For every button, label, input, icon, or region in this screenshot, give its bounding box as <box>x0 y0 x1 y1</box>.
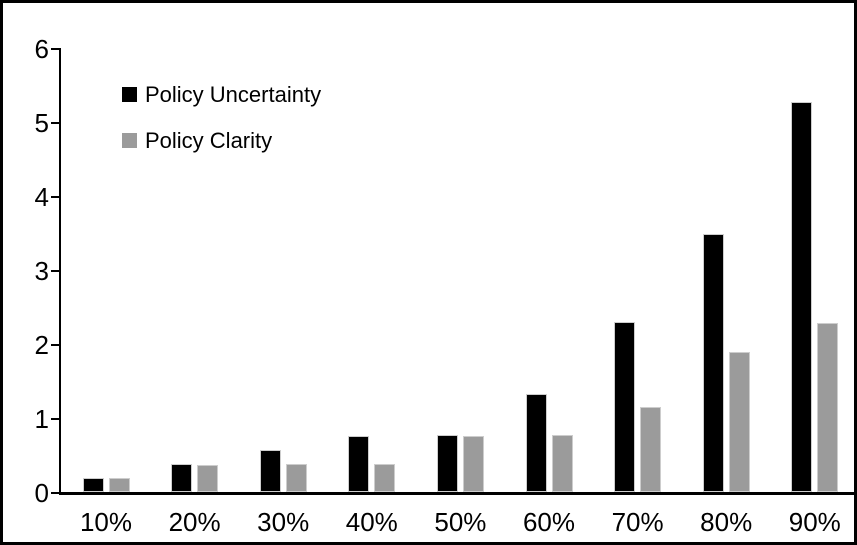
x-tick-label-70%: 70% <box>611 507 664 537</box>
bar-policy-clarity-90% <box>817 323 839 492</box>
bar-policy-uncertainty-50% <box>436 435 458 492</box>
bar-policy-uncertainty-30% <box>259 450 281 492</box>
x-tick-label-80%: 80% <box>700 507 753 537</box>
legend-item-policy-clarity: Policy Clarity <box>122 125 321 156</box>
x-tick-label-30%: 30% <box>257 507 310 537</box>
y-axis <box>59 48 61 495</box>
x-tick-label-10%: 10% <box>79 507 133 537</box>
y-tick-mark-6 <box>51 48 60 50</box>
x-tick-label-90%: 90% <box>788 507 841 537</box>
bar-policy-clarity-30% <box>285 464 307 492</box>
y-tick-mark-0 <box>51 492 60 494</box>
bar-policy-uncertainty-20% <box>171 464 193 492</box>
y-tick-label-5: 5 <box>34 108 49 138</box>
legend-label-policy-clarity: Policy Clarity <box>145 127 273 153</box>
bar-policy-uncertainty-90% <box>791 102 813 492</box>
bar-policy-uncertainty-40% <box>348 436 370 492</box>
y-tick-label-4: 4 <box>34 182 49 212</box>
bar-policy-clarity-70% <box>640 407 662 492</box>
x-tick-label-50%: 50% <box>434 507 487 537</box>
legend-item-policy-uncertainty: Policy Uncertainty <box>122 79 321 110</box>
y-tick-mark-1 <box>51 418 60 420</box>
y-tick-label-3: 3 <box>34 256 49 286</box>
y-tick-label-0: 0 <box>34 478 49 508</box>
bar-policy-clarity-80% <box>728 352 750 492</box>
y-tick-label-6: 6 <box>34 34 49 64</box>
y-tick-label-2: 2 <box>34 330 49 360</box>
legend-swatch-policy-uncertainty <box>122 87 137 102</box>
bar-policy-uncertainty-10% <box>82 478 104 492</box>
legend-label-policy-uncertainty: Policy Uncertainty <box>145 81 322 107</box>
legend-swatch-policy-clarity <box>122 133 137 148</box>
bar-policy-uncertainty-60% <box>525 394 547 492</box>
bar-policy-uncertainty-70% <box>614 322 636 492</box>
bar-policy-clarity-10% <box>108 478 130 492</box>
legend: Policy Uncertainty Policy Clarity <box>122 79 321 171</box>
plot-area: 0 1 2 3 4 5 6 10% 20% 30% 40% 50% 60% 70% 80% 90% <box>3 3 854 542</box>
x-tick-label-60%: 60% <box>522 507 576 537</box>
x-tick-label-20%: 20% <box>168 507 221 537</box>
bar-policy-clarity-20% <box>197 465 219 492</box>
y-tick-label-1: 1 <box>34 404 49 434</box>
x-axis <box>59 492 854 495</box>
y-tick-mark-2 <box>51 344 60 346</box>
y-tick-mark-5 <box>51 122 60 124</box>
bar-policy-clarity-50% <box>462 436 484 492</box>
bar-policy-clarity-40% <box>374 464 396 492</box>
x-tick-label-40%: 40% <box>345 507 398 537</box>
y-tick-mark-4 <box>51 196 60 198</box>
y-tick-mark-3 <box>51 270 60 272</box>
bar-policy-clarity-60% <box>551 435 573 492</box>
bar-policy-uncertainty-80% <box>702 234 724 492</box>
